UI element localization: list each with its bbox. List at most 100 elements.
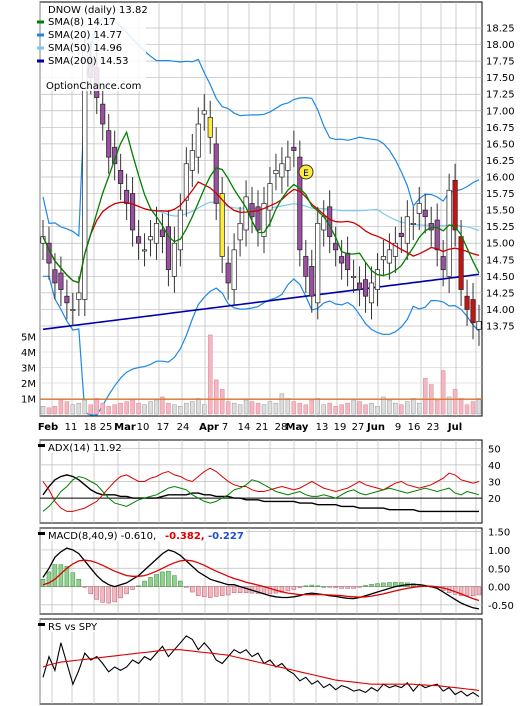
price-tick-label: 18.25: [486, 24, 515, 35]
volume-bar: [154, 399, 159, 415]
price-tick-label: 16.00: [486, 173, 515, 184]
macd-histogram-bar: [321, 586, 326, 588]
volume-tick-label: 5M: [21, 333, 36, 344]
volume-bar: [88, 404, 94, 415]
adx-tick-label: 50: [488, 444, 501, 455]
macd-histogram-bar: [82, 586, 88, 588]
macd-histogram-bar: [363, 585, 368, 587]
candle-body: [458, 236, 464, 290]
volume-bar: [100, 402, 105, 415]
macd-histogram-bar: [291, 586, 297, 590]
volume-bar: [124, 401, 129, 415]
volume-tick-label: 2M: [21, 379, 36, 390]
date-tick-label: 13: [316, 422, 329, 433]
volume-bar: [345, 402, 350, 415]
candle-body: [339, 256, 345, 264]
volume-bar: [118, 402, 123, 415]
macd-histogram-bar: [196, 586, 201, 596]
date-tick-label: 14: [238, 422, 251, 433]
volume-bar: [148, 401, 153, 415]
price-tick-label: 17.75: [486, 57, 515, 68]
adx-legend-swatch: [38, 444, 45, 447]
candle-body: [195, 123, 201, 158]
volume-bar: [273, 402, 279, 415]
legend-entry: SMA(20) 14.77: [48, 30, 122, 41]
candle-body: [392, 242, 398, 257]
macd-tick-label: -0.50: [488, 601, 514, 612]
macd-histogram-bar: [40, 578, 46, 587]
rs-panel-title: RS vs SPY: [48, 622, 98, 633]
date-tick-label: Jul: [447, 422, 462, 433]
price-tick-label: 16.25: [486, 156, 515, 167]
macd-signal-value: -0.382,: [165, 531, 205, 542]
price-tick-label: 17.00: [486, 106, 515, 117]
candle-body: [141, 249, 148, 252]
volume-bar: [291, 401, 297, 415]
volume-bar: [357, 401, 362, 415]
macd-histogram-bar: [351, 586, 356, 589]
price-tick-label: 16.50: [486, 139, 515, 150]
volume-tick-label: 1M: [21, 395, 36, 406]
price-tick-label: 15.75: [486, 189, 515, 200]
date-tick-label: 17: [157, 422, 170, 433]
watermark-label: OptionChance.com: [46, 81, 141, 92]
volume-bar: [333, 406, 338, 415]
date-tick-label: 24: [177, 422, 190, 433]
volume-bar: [405, 401, 410, 415]
volume-bar: [440, 370, 446, 415]
bollinger-lower-line: [43, 275, 480, 416]
macd-histogram-bar: [470, 586, 476, 596]
date-tick-label: 9: [395, 422, 401, 433]
adx-tick-label: 30: [488, 478, 501, 489]
macd-histogram-bar: [112, 586, 117, 603]
candle-body: [297, 156, 303, 251]
date-tick-label: 19: [334, 422, 347, 433]
macd-histogram-bar: [70, 572, 76, 587]
candle-body: [130, 193, 136, 231]
candle-body: [327, 206, 333, 237]
price-tick-label: 15.50: [486, 206, 515, 217]
macd-line-signal: [42, 559, 480, 602]
date-tick-label: 7: [222, 422, 228, 433]
volume-bar: [261, 404, 267, 415]
legend-swatch-sma8: [37, 20, 44, 24]
macd-histogram-bar: [315, 585, 320, 587]
macd-histogram-bar: [202, 586, 207, 598]
price-tick-label: 14.75: [486, 255, 515, 266]
volume-bar: [184, 402, 189, 415]
candle-body: [356, 282, 363, 290]
price-tick-label: 18.00: [486, 40, 515, 51]
macd-histogram-bar: [267, 586, 273, 595]
volume-bar: [46, 407, 52, 415]
candle-body: [368, 282, 375, 304]
earnings-marker-icon: [298, 164, 314, 180]
legend-swatch-sma20: [37, 33, 44, 37]
candle-body: [249, 203, 255, 218]
macd-histogram-bar: [154, 574, 159, 587]
volume-bar: [190, 401, 195, 415]
volume-bar: [476, 398, 482, 415]
volume-tick-label: 3M: [21, 364, 36, 375]
candle-body: [291, 146, 297, 151]
macd-histogram-bar: [231, 586, 237, 594]
candle-body: [285, 156, 291, 171]
candle-body: [267, 183, 273, 211]
candle-body: [213, 143, 219, 204]
candle-body: [446, 189, 452, 277]
volume-bar: [160, 396, 165, 415]
macd-histogram-bar: [225, 586, 231, 596]
volume-bar: [58, 399, 64, 415]
candle-body: [243, 196, 249, 231]
date-tick-label: 18: [84, 422, 97, 433]
date-tick-label: 27: [352, 422, 365, 433]
candle-body: [52, 269, 58, 284]
candle-body: [100, 103, 106, 125]
macd-label-background: [41, 529, 246, 541]
adx-line-adx: [42, 474, 479, 513]
candle-body: [219, 193, 225, 257]
macd-histogram-bar: [106, 586, 111, 604]
date-tick-label: 21: [256, 422, 269, 433]
adx-panel-title: ADX(14) 11.92: [48, 443, 122, 454]
macd-histogram-bar: [178, 580, 183, 587]
macd-tick-label: 1.50: [488, 528, 510, 539]
